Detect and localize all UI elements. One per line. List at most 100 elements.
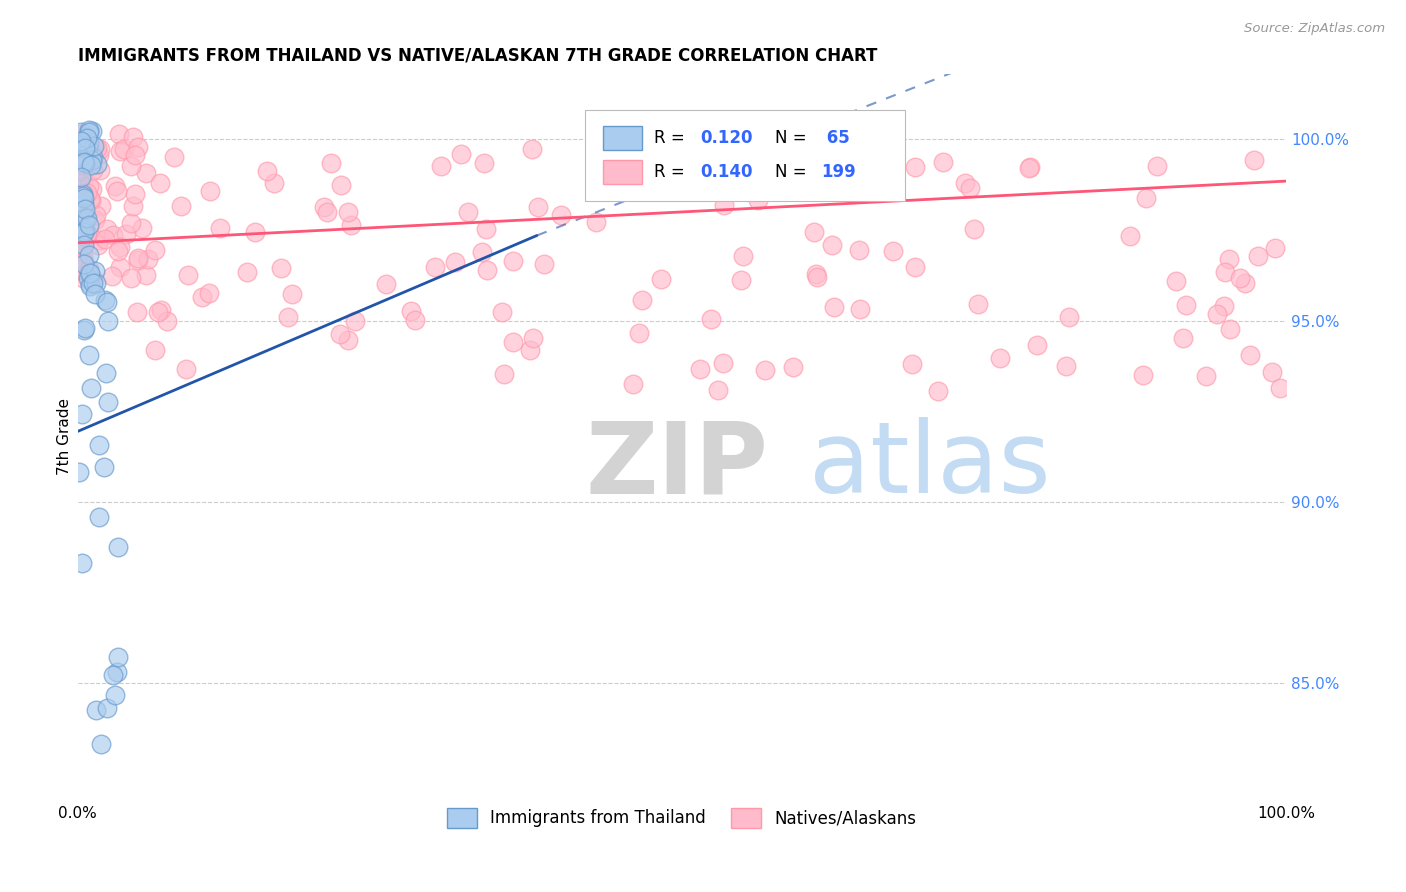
FancyBboxPatch shape <box>585 111 905 201</box>
Point <box>399 304 422 318</box>
Point <box>689 362 711 376</box>
Point <box>1219 322 1241 336</box>
Point <box>77 218 100 232</box>
Point <box>70 187 93 202</box>
Point <box>110 240 132 254</box>
Point <box>115 227 138 242</box>
Point <box>67 152 90 166</box>
Point <box>627 326 650 341</box>
Point <box>143 343 166 358</box>
Point <box>76 186 98 201</box>
FancyBboxPatch shape <box>603 161 643 184</box>
Point <box>585 215 607 229</box>
Point <box>107 541 129 555</box>
Point <box>120 216 142 230</box>
Legend: Immigrants from Thailand, Natives/Alaskans: Immigrants from Thailand, Natives/Alaska… <box>440 801 924 835</box>
Point <box>1194 368 1216 383</box>
Point <box>77 262 100 277</box>
Point <box>73 202 96 217</box>
Point <box>84 702 107 716</box>
Point <box>1243 153 1265 167</box>
Point <box>1213 300 1236 314</box>
Point <box>86 157 108 171</box>
Point <box>820 173 842 187</box>
Point <box>1246 249 1268 263</box>
Point <box>80 182 103 196</box>
Point <box>1213 265 1236 279</box>
Text: N =: N = <box>775 163 811 181</box>
Point <box>84 264 107 278</box>
Point <box>82 272 104 286</box>
Point <box>70 408 93 422</box>
Point <box>101 227 124 242</box>
Point <box>277 310 299 324</box>
Point <box>263 177 285 191</box>
Point <box>522 331 544 345</box>
Point <box>67 230 90 244</box>
Point <box>73 189 96 203</box>
Point <box>76 227 98 242</box>
Point <box>73 150 96 164</box>
Point <box>849 302 872 317</box>
Point <box>145 244 167 258</box>
Point <box>87 234 110 248</box>
Point <box>730 273 752 287</box>
Point <box>375 277 398 291</box>
Point <box>103 667 125 681</box>
Point <box>73 257 96 271</box>
Point <box>107 244 129 259</box>
Point <box>830 170 852 185</box>
Point <box>80 193 103 207</box>
Text: 0.120: 0.120 <box>700 129 752 147</box>
Point <box>96 222 118 236</box>
Point <box>256 163 278 178</box>
Point <box>70 134 93 148</box>
Point <box>76 226 98 240</box>
Point <box>86 141 108 155</box>
Point <box>105 184 128 198</box>
Y-axis label: 7th Grade: 7th Grade <box>58 399 72 475</box>
Point <box>135 268 157 283</box>
Point <box>337 204 360 219</box>
Point <box>67 212 90 227</box>
Point <box>70 261 93 276</box>
Point <box>79 192 101 206</box>
Point <box>79 268 101 283</box>
Point <box>72 132 94 146</box>
Point <box>76 141 98 155</box>
Point <box>733 248 755 262</box>
Point <box>96 295 118 310</box>
Point <box>90 199 112 213</box>
Point <box>316 205 339 219</box>
Point <box>340 218 363 232</box>
Point <box>67 180 90 194</box>
Point <box>72 191 94 205</box>
Point <box>136 252 159 267</box>
Point <box>120 271 142 285</box>
Point <box>75 223 97 237</box>
Point <box>471 244 494 259</box>
Point <box>83 213 105 227</box>
Point <box>87 510 110 524</box>
Point <box>343 314 366 328</box>
Point <box>105 665 128 680</box>
Point <box>82 124 104 138</box>
Point <box>1234 277 1257 291</box>
Point <box>1261 365 1284 379</box>
Point <box>281 286 304 301</box>
Point <box>707 383 730 397</box>
Point <box>67 153 90 167</box>
Point <box>67 234 90 248</box>
Text: IMMIGRANTS FROM THAILAND VS NATIVE/ALASKAN 7TH GRADE CORRELATION CHART: IMMIGRANTS FROM THAILAND VS NATIVE/ALASK… <box>77 46 877 64</box>
Point <box>450 146 472 161</box>
Point <box>1135 191 1157 205</box>
Point <box>77 123 100 137</box>
Point <box>67 141 90 155</box>
Point <box>79 277 101 292</box>
Point <box>79 266 101 280</box>
Point <box>75 141 97 155</box>
Point <box>131 221 153 235</box>
Point <box>472 156 495 170</box>
Point <box>75 211 97 226</box>
Point <box>73 137 96 152</box>
